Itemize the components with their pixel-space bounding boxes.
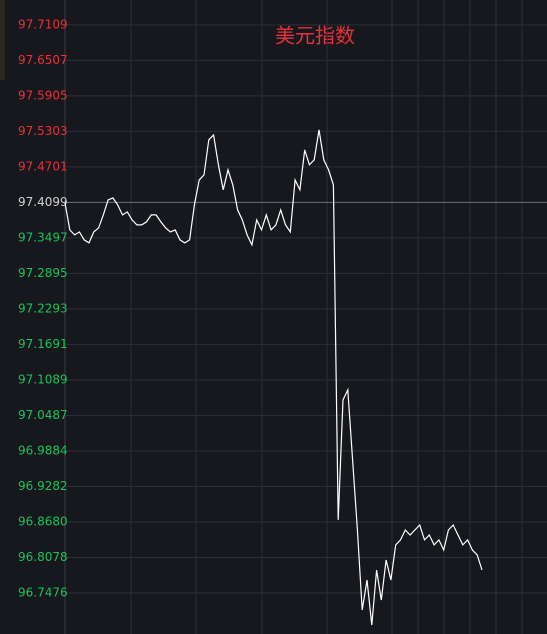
y-tick-label: 97.7109 bbox=[18, 17, 68, 31]
chart-title: 美元指数 bbox=[275, 24, 355, 48]
y-tick-label: 97.2293 bbox=[18, 301, 68, 315]
side-strip bbox=[0, 0, 5, 80]
y-tick-label: 97.5303 bbox=[18, 124, 68, 138]
price-line bbox=[64, 129, 483, 626]
y-tick-label: 97.4701 bbox=[18, 159, 68, 173]
y-tick-label: 97.1089 bbox=[18, 372, 68, 386]
y-tick-label: 96.8078 bbox=[18, 550, 68, 564]
y-tick-label: 97.1691 bbox=[18, 337, 68, 351]
y-tick-label: 96.8680 bbox=[18, 514, 68, 528]
y-tick-label: 97.3497 bbox=[18, 230, 68, 244]
y-tick-label: 97.6507 bbox=[18, 53, 68, 67]
y-tick-label: 96.9884 bbox=[18, 443, 68, 457]
y-tick-label: 97.4099 bbox=[18, 195, 68, 209]
y-tick-label: 96.9282 bbox=[18, 479, 68, 493]
y-tick-label: 97.5905 bbox=[18, 88, 68, 102]
y-tick-label: 97.2895 bbox=[18, 266, 68, 280]
y-tick-label: 97.0487 bbox=[18, 408, 68, 422]
y-tick-label: 96.7476 bbox=[18, 585, 68, 599]
